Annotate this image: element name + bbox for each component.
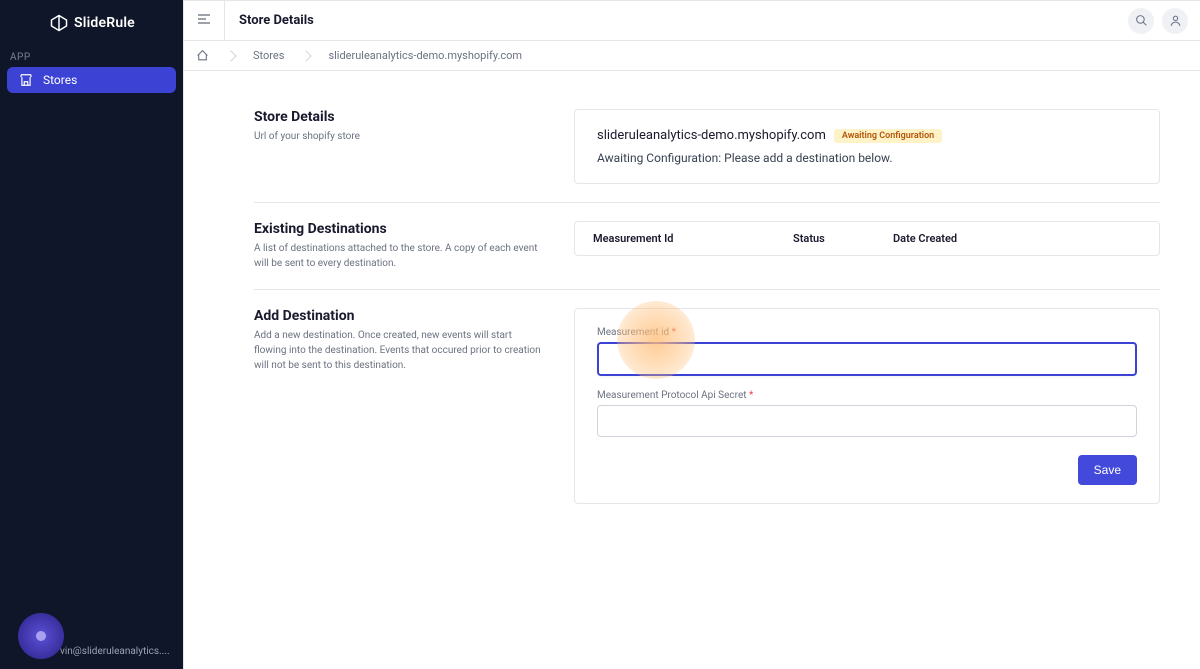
add-destination-title: Add Destination [254,308,544,324]
add-destination-form: Measurement id * Measurement Protocol Ap… [574,308,1160,504]
measurement-id-label: Measurement id * [597,327,1137,338]
logo-text: SlideRule [74,15,135,31]
search-icon [1135,14,1148,27]
topbar: Store Details [184,1,1200,41]
sidebar-item-stores[interactable]: Stores [7,67,176,93]
column-measurement-id: Measurement Id [593,232,793,245]
user-footer[interactable]: vin@slideruleanalytics.... [0,638,183,669]
sidebar-section-label: APP [0,46,183,67]
status-badge: Awaiting Configuration [834,129,942,143]
store-details-section: Store Details Url of your shopify store … [254,91,1160,203]
content: Store Details Url of your shopify store … [184,71,1200,542]
api-secret-label: Measurement Protocol Api Secret * [597,390,1137,401]
store-icon [19,73,33,87]
sidebar: SlideRule APP Stores vin@slideruleanalyt… [0,0,183,669]
page-title: Store Details [239,13,314,28]
api-secret-input[interactable] [597,405,1137,437]
home-icon [196,49,209,62]
hamburger-icon [196,11,212,27]
breadcrumb-home[interactable] [196,49,209,62]
breadcrumb-stores[interactable]: Stores [253,49,284,62]
existing-destinations-section: Existing Destinations A list of destinat… [254,203,1160,290]
existing-destinations-desc: A list of destinations attached to the s… [254,241,544,271]
breadcrumb-separator [301,50,312,61]
add-destination-desc: Add a new destination. Once created, new… [254,328,544,373]
status-message: Awaiting Configuration: Please add a des… [597,151,1137,165]
logo[interactable]: SlideRule [0,14,183,46]
destinations-table-header: Measurement Id Status Date Created [574,221,1160,256]
chat-bubble-icon[interactable] [18,613,64,659]
search-button[interactable] [1128,8,1154,34]
user-icon [1169,14,1182,27]
store-url: slideruleanalytics-demo.myshopify.com [597,128,826,143]
save-button[interactable]: Save [1078,455,1137,485]
column-date-created: Date Created [893,232,957,245]
user-email: vin@slideruleanalytics.... [60,646,170,657]
measurement-id-input[interactable] [597,342,1137,376]
existing-destinations-title: Existing Destinations [254,221,544,237]
menu-toggle-button[interactable] [196,11,212,31]
main: Store Details [183,0,1200,669]
store-details-title: Store Details [254,109,544,125]
store-details-card: slideruleanalytics-demo.myshopify.com Aw… [574,109,1160,184]
profile-button[interactable] [1162,8,1188,34]
breadcrumb: Stores slideruleanalytics-demo.myshopify… [184,41,1200,71]
sidebar-item-label: Stores [43,73,77,87]
breadcrumb-separator [225,50,236,61]
logo-icon [50,14,68,32]
breadcrumb-current: slideruleanalytics-demo.myshopify.com [328,49,522,62]
store-details-desc: Url of your shopify store [254,129,544,144]
add-destination-section: Add Destination Add a new destination. O… [254,290,1160,522]
divider [224,1,225,41]
column-status: Status [793,232,893,245]
